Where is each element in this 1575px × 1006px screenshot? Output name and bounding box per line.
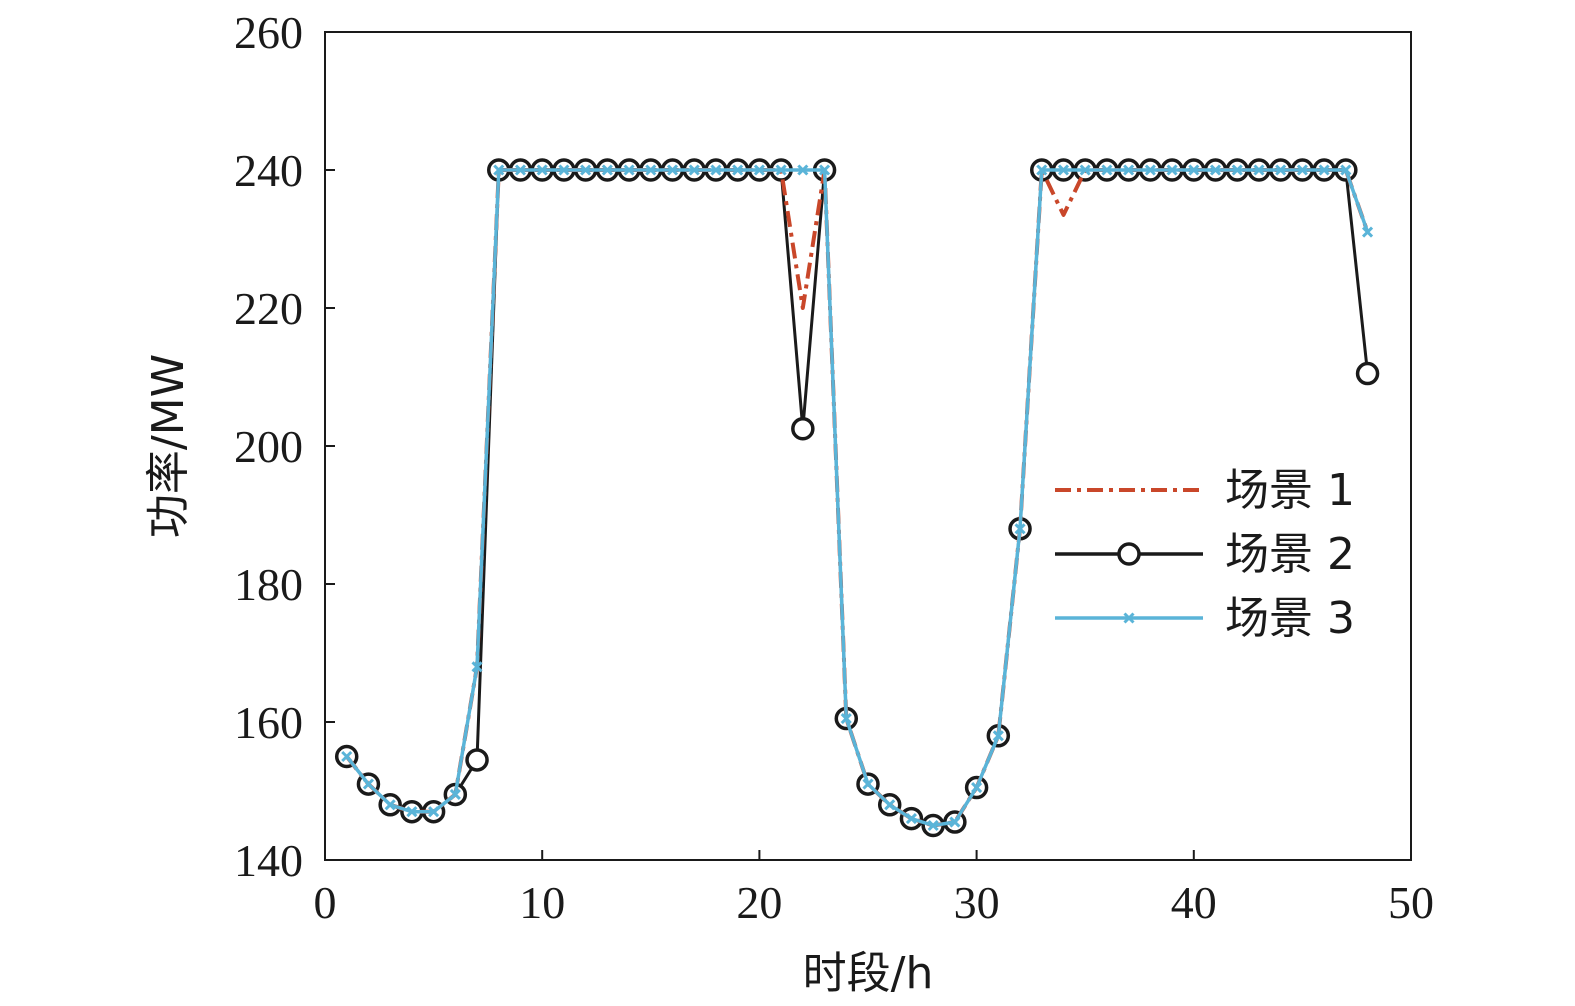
series-3-point — [1166, 164, 1178, 176]
legend-entry-2: 场景 2 — [1055, 529, 1355, 580]
series-3-point — [840, 712, 852, 725]
y-tick-label: 200 — [234, 421, 303, 472]
series-1-line — [345, 168, 1370, 828]
series-3-point — [362, 778, 375, 790]
series-3-point — [1057, 164, 1070, 176]
x-tick-label: 0 — [314, 877, 337, 928]
legend-label: 场景 2 — [1225, 529, 1355, 580]
series-3-point — [406, 806, 418, 818]
series-3-point — [688, 164, 700, 176]
series-3-point — [797, 164, 809, 176]
x-tick-label: 50 — [1388, 877, 1434, 928]
y-tick-label: 140 — [234, 835, 303, 886]
series-2-point — [791, 417, 815, 441]
series-3-point — [341, 750, 353, 763]
series-1 — [345, 168, 1370, 828]
legend: 场景 1 场景 2 场景 3 — [1055, 465, 1355, 644]
series-3-point — [884, 799, 896, 811]
series-3-point — [428, 806, 440, 818]
series-3-point — [775, 164, 787, 176]
series-3-point — [753, 164, 765, 176]
series-2-point — [465, 748, 489, 772]
series-3-point — [666, 164, 679, 176]
series-3-point — [514, 164, 527, 176]
legend-entry-1: 场景 1 — [1055, 465, 1355, 516]
series-3-point — [1253, 164, 1265, 176]
series-3-point — [645, 164, 657, 176]
series-3-point — [862, 778, 874, 790]
y-tick-label: 180 — [234, 559, 303, 610]
series-3-point — [1188, 164, 1200, 176]
y-tick-label: 160 — [234, 697, 303, 748]
y-axis-title: 功率/MW — [143, 354, 194, 538]
series-3-point — [536, 164, 548, 176]
legend-point — [1117, 542, 1141, 566]
y-tick-label: 260 — [234, 7, 303, 58]
series-3-point — [1340, 164, 1352, 176]
series-3-point — [384, 799, 396, 811]
x-axis-title: 时段/h — [803, 948, 934, 999]
series-3-point — [1209, 164, 1222, 176]
series-3-point — [992, 730, 1004, 742]
series-3-point — [493, 164, 505, 176]
series-2-line — [345, 168, 1370, 827]
series-layer — [334, 158, 1380, 838]
series-2-point — [1355, 361, 1380, 386]
legend-point — [1123, 612, 1135, 624]
series-3-point — [732, 164, 744, 176]
series-3-point — [1144, 164, 1156, 176]
legend-label: 场景 1 — [1225, 465, 1355, 516]
y-tick-label: 220 — [234, 283, 303, 334]
series-3-point — [580, 164, 592, 176]
series-3 — [341, 164, 1374, 832]
series-3-point — [623, 164, 635, 176]
tick-layer: 0 10 20 30 40 50 140 160 180 200 220 240 260 — [234, 7, 1434, 928]
series-3-point — [927, 819, 939, 832]
series-3-line — [345, 168, 1370, 828]
series-3-point — [601, 164, 613, 176]
series-3-point — [971, 781, 983, 794]
series-3-point — [1036, 164, 1048, 176]
legend-entry-3: 场景 3 — [1055, 593, 1355, 644]
x-tick-label: 20 — [736, 877, 782, 928]
series-3-point — [449, 788, 461, 801]
series-3-point — [1123, 164, 1135, 176]
x-tick-label: 40 — [1171, 877, 1217, 928]
series-3-point — [710, 164, 722, 176]
series-3-point — [1275, 164, 1287, 176]
series-3-point — [1361, 226, 1374, 238]
x-tick-label: 30 — [954, 877, 1000, 928]
legend-label: 场景 3 — [1225, 593, 1355, 644]
series-3-point — [905, 813, 918, 825]
series-3-point — [1014, 523, 1026, 535]
series-3-point — [558, 164, 570, 176]
series-3-point — [1296, 164, 1308, 176]
series-3-point — [1101, 164, 1113, 176]
series-3-point — [949, 816, 961, 828]
x-tick-label: 10 — [519, 877, 565, 928]
y-tick-label: 240 — [234, 145, 303, 196]
series-3-point — [1079, 164, 1091, 176]
series-3-point — [471, 661, 483, 673]
series-3-point — [1318, 164, 1330, 176]
series-3-point — [818, 164, 831, 176]
series-3-point — [1231, 164, 1243, 176]
